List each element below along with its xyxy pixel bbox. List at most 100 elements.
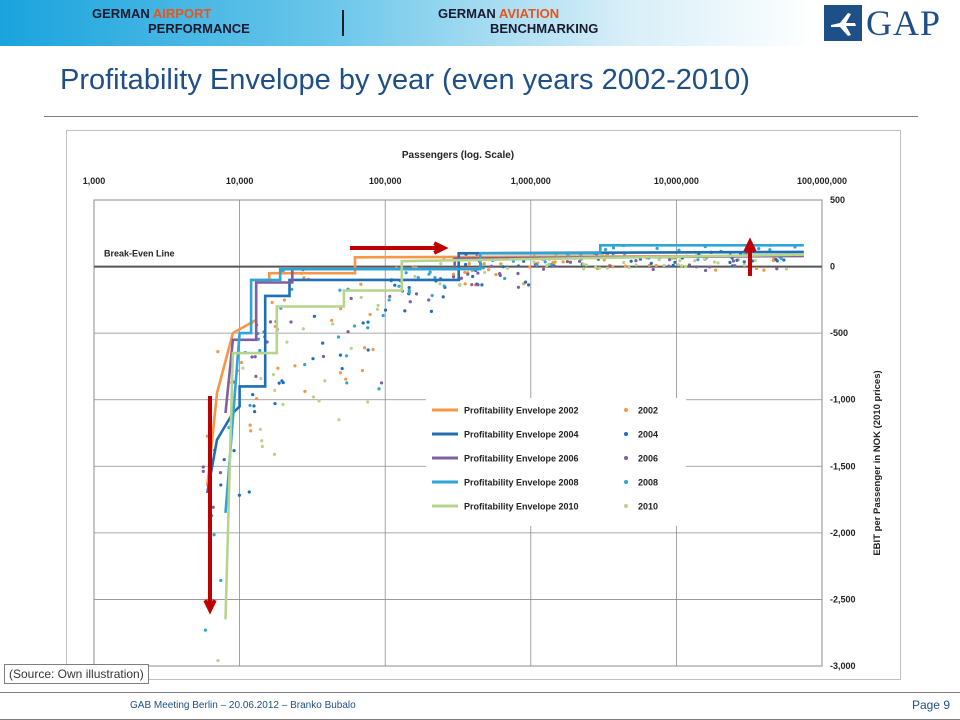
scatter-point-2002	[303, 389, 307, 393]
header-right-line1a: GERMAN	[438, 6, 499, 21]
scatter-point-2004	[366, 348, 370, 352]
scatter-point-2010	[742, 263, 746, 267]
slide-title: Profitability Envelope by year (even yea…	[60, 64, 750, 96]
scatter-point-2006	[466, 272, 470, 276]
page-number: Page 9	[911, 698, 950, 712]
scatter-point-2010	[597, 266, 602, 270]
scatter-point-2006	[704, 268, 708, 273]
scatter-point-2002	[463, 282, 467, 286]
scatter-point-2004	[480, 283, 484, 287]
scatter-point-2004	[673, 260, 677, 264]
scatter-point-2006	[541, 267, 546, 271]
scatter-point-2008	[611, 246, 616, 250]
scatter-point-2002	[754, 266, 759, 271]
scatter-point-2006	[427, 298, 431, 302]
scatter-point-2002	[771, 259, 776, 263]
scatter-point-2002	[330, 318, 334, 322]
scatter-point-2006	[516, 271, 520, 276]
scatter-point-2004	[742, 260, 746, 264]
scatter-point-2004	[728, 260, 732, 265]
scatter-point-2010	[216, 659, 220, 663]
scatter-point-2008	[603, 248, 608, 252]
scatter-point-2008	[416, 275, 420, 280]
scatter-point-2010	[260, 444, 264, 449]
legend-line-label: Profitability Envelope 2002	[464, 406, 579, 416]
scatter-point-2004	[232, 448, 236, 453]
scatter-point-2006	[731, 259, 736, 263]
x-tick-label: 10,000	[226, 176, 254, 186]
scatter-point-2004	[338, 353, 343, 357]
header-right-title: GERMAN AVIATION BENCHMARKING	[438, 6, 598, 36]
header-right-line1b: AVIATION	[498, 6, 560, 21]
scatter-point-2002	[248, 423, 252, 427]
scatter-point-2006	[634, 259, 638, 263]
scatter-point-2002	[451, 272, 456, 276]
scatter-point-2006	[379, 381, 384, 385]
scatter-point-2002	[714, 268, 718, 272]
y-axis-title: EBIT per Passenger in NOK (2010 prices)	[872, 370, 883, 555]
scatter-point-2010	[259, 376, 263, 381]
scatter-point-2010	[680, 264, 684, 268]
scatter-point-2004	[671, 263, 675, 267]
header-right-line2: BENCHMARKING	[490, 21, 599, 36]
x-axis-title: Passengers (log. Scale)	[402, 150, 514, 161]
scatter-point-2008	[481, 266, 485, 270]
scatter-point-2002	[552, 261, 556, 265]
scatter-point-2002	[359, 282, 363, 286]
y-tick-label: -2,500	[830, 594, 856, 604]
red-arrow-down-head	[203, 599, 217, 615]
scatter-point-2002	[282, 298, 286, 302]
scatter-point-2004	[273, 401, 277, 406]
scatter-point-2010	[375, 307, 380, 311]
legend-dot-swatch	[624, 504, 628, 508]
scatter-point-2004	[277, 381, 281, 385]
x-tick-label: 100,000	[369, 176, 402, 186]
scatter-point-2006	[476, 271, 480, 275]
title-divider	[44, 116, 918, 117]
scatter-point-2004	[629, 259, 633, 263]
scatter-point-2010	[272, 452, 277, 456]
scatter-point-2002	[276, 366, 280, 370]
scatter-point-2006	[489, 264, 494, 268]
scatter-point-2006	[254, 374, 258, 378]
y-tick-label: 0	[830, 262, 835, 272]
scatter-point-2008	[366, 326, 370, 330]
scatter-point-2004	[340, 366, 344, 371]
scatter-point-2010	[349, 346, 353, 351]
scatter-point-2010	[581, 267, 586, 271]
y-tick-label: 500	[830, 195, 845, 205]
legend-dot-label: 2002	[638, 406, 658, 416]
scatter-point-2002	[254, 396, 259, 401]
scatter-point-2010	[684, 264, 688, 268]
scatter-point-2002	[360, 368, 365, 373]
scatter-point-2006	[516, 285, 521, 289]
scatter-point-2010	[581, 262, 586, 266]
scatter-point-2004	[393, 283, 397, 287]
scatter-point-2008	[442, 284, 446, 288]
scatter-point-2006	[498, 272, 502, 276]
scatter-point-2006	[668, 258, 672, 262]
scatter-point-2004	[252, 404, 256, 408]
legend-line-label: Profitability Envelope 2004	[464, 430, 579, 440]
scatter-point-2010	[712, 260, 717, 264]
series-line-profitability-envelope-2006	[224, 254, 804, 414]
scatter-point-2010	[285, 340, 289, 344]
scatter-point-2004	[253, 410, 257, 414]
scatter-point-2006	[733, 264, 737, 268]
scatter-point-2002	[528, 265, 532, 269]
scatter-point-2010	[662, 263, 666, 267]
header-left-line1a: GERMAN	[92, 6, 153, 21]
scatter-point-2010	[584, 263, 588, 267]
scatter-point-2008	[377, 387, 381, 391]
scatter-point-2006	[211, 505, 215, 509]
scatter-point-2006	[565, 259, 570, 264]
scatter-point-2004	[731, 264, 735, 268]
scatter-point-2008	[248, 403, 252, 408]
scatter-point-2010	[260, 439, 264, 443]
scatter-point-2006	[470, 283, 474, 287]
series-line-profitability-envelope-2010	[224, 253, 804, 620]
legend-dot-label: 2010	[638, 502, 658, 512]
scatter-point-2008	[212, 533, 216, 537]
scatter-point-2008	[677, 248, 681, 252]
scatter-point-2004	[237, 493, 241, 497]
